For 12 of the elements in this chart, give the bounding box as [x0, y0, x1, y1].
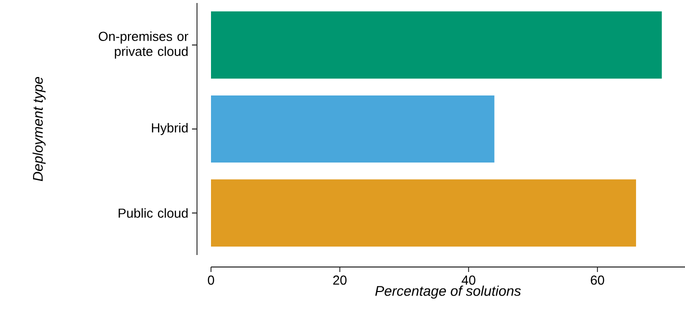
x-tick-label: 20 — [333, 276, 347, 285]
y-tick-label: Hybrid — [152, 122, 188, 136]
bar — [211, 95, 494, 163]
bar — [211, 11, 662, 79]
y-tick-label: Public cloud — [118, 208, 188, 218]
y-tick-label: On-premises or private cloud — [98, 31, 188, 59]
x-tick-label: 40 — [462, 276, 476, 285]
x-axis-title: Percentage of solutions — [375, 286, 521, 299]
bar — [211, 179, 636, 247]
y-axis-title: Deployment type — [32, 77, 46, 182]
x-tick-label: 0 — [208, 276, 214, 285]
x-tick-label: 60 — [590, 276, 604, 285]
